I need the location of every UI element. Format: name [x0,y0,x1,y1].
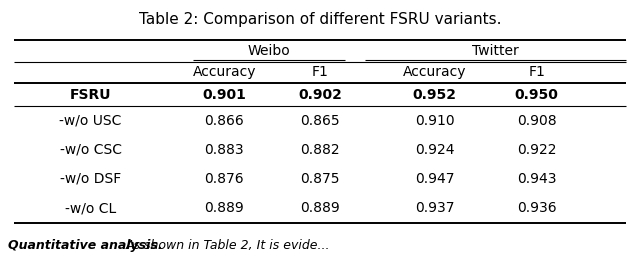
Text: F1: F1 [528,66,545,79]
Text: 0.902: 0.902 [298,88,342,102]
Text: 0.943: 0.943 [517,172,556,186]
Text: 0.937: 0.937 [415,201,454,215]
Text: Accuracy: Accuracy [193,66,256,79]
Text: 0.876: 0.876 [205,172,244,186]
Text: 0.889: 0.889 [205,201,244,215]
Text: Weibo: Weibo [248,44,291,58]
Text: -w/o CSC: -w/o CSC [60,143,122,157]
Text: Twitter: Twitter [472,44,518,58]
Text: As shown in Table 2, It is evide...: As shown in Table 2, It is evide... [125,239,330,252]
Text: 0.950: 0.950 [515,88,559,102]
Text: 0.875: 0.875 [300,172,340,186]
Text: 0.901: 0.901 [202,88,246,102]
Text: 0.924: 0.924 [415,143,454,157]
Text: 0.922: 0.922 [517,143,556,157]
Text: 0.947: 0.947 [415,172,454,186]
Text: -w/o CL: -w/o CL [65,201,116,215]
Text: 0.865: 0.865 [300,114,340,128]
Text: 0.866: 0.866 [205,114,244,128]
Text: 0.882: 0.882 [300,143,340,157]
Text: Accuracy: Accuracy [403,66,467,79]
Text: F1: F1 [312,66,328,79]
Text: -w/o USC: -w/o USC [60,114,122,128]
Text: 0.936: 0.936 [517,201,556,215]
Text: 0.889: 0.889 [300,201,340,215]
Text: 0.952: 0.952 [413,88,457,102]
Text: 0.908: 0.908 [517,114,556,128]
Text: 0.910: 0.910 [415,114,454,128]
Text: 0.883: 0.883 [205,143,244,157]
Text: Quantitative analysis.: Quantitative analysis. [8,239,163,252]
Text: FSRU: FSRU [70,88,111,102]
Text: -w/o DSF: -w/o DSF [60,172,121,186]
Text: Table 2: Comparison of different FSRU variants.: Table 2: Comparison of different FSRU va… [139,12,501,27]
